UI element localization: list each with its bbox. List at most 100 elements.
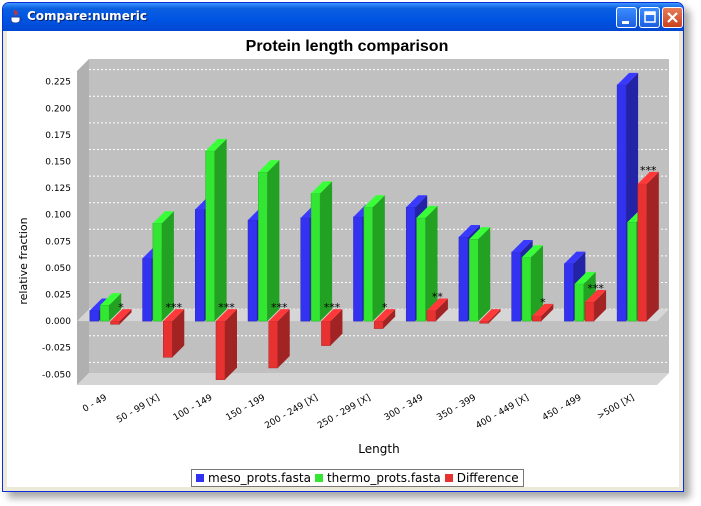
- close-button[interactable]: [662, 7, 683, 28]
- bar-side: [330, 309, 343, 346]
- bar-top: [110, 309, 132, 322]
- bar-side: [478, 227, 491, 322]
- significance-label: ***: [324, 301, 341, 314]
- bar-top: [363, 195, 385, 208]
- bar-top: [406, 195, 428, 208]
- x-tick-label: 0 - 49: [81, 393, 109, 415]
- bar-top: [585, 289, 607, 302]
- legend-label: Difference: [456, 471, 519, 485]
- bar-side: [541, 303, 554, 322]
- bar: [458, 236, 469, 322]
- bar-side: [277, 309, 290, 368]
- bar-side: [161, 211, 174, 322]
- legend-item-meso: meso_prots.fasta: [196, 471, 311, 485]
- bar: [300, 217, 310, 322]
- y-tick-label: 0.150: [45, 157, 71, 167]
- y-tick-label: -0.025: [42, 344, 71, 354]
- y-tick-label: 0.125: [45, 184, 71, 194]
- window-title: Compare:numeric: [27, 9, 147, 23]
- legend-label: thermo_prots.fasta: [326, 471, 441, 485]
- x-tick-label: 350 - 399: [435, 393, 478, 423]
- bar: [268, 320, 278, 369]
- plot-floor: [77, 373, 669, 385]
- y-tick-label: 0.075: [45, 237, 71, 247]
- x-tick-label: 150 - 199: [225, 393, 268, 423]
- x-tick-label: 200 - 249 [X]: [263, 393, 319, 431]
- bar-top: [205, 138, 227, 151]
- significance-label: ***: [587, 282, 604, 295]
- bar-top: [258, 160, 280, 173]
- bar: [373, 320, 384, 329]
- legend-swatch: [196, 474, 204, 482]
- legend-swatch: [444, 474, 453, 482]
- bar-top: [416, 205, 438, 218]
- bar-top: [532, 303, 554, 316]
- legend: meso_prots.fasta thermo_prots.fasta Diff…: [191, 469, 524, 487]
- x-tick-label: 250 - 299 [X]: [316, 393, 372, 431]
- bar: [637, 183, 648, 322]
- bar-side: [646, 171, 659, 322]
- legend-swatch: [314, 474, 323, 482]
- bar: [511, 251, 521, 322]
- bar: [152, 222, 163, 322]
- bar: [99, 304, 110, 322]
- bar-side: [383, 309, 396, 329]
- java-cup-icon: [10, 9, 23, 24]
- y-tick-label: 0.100: [45, 211, 71, 221]
- bar: [584, 301, 595, 322]
- bar: [353, 216, 363, 322]
- x-tick-label: 100 - 149: [172, 393, 215, 423]
- maximize-button[interactable]: [639, 7, 660, 28]
- significance-label: ***: [218, 301, 235, 314]
- bar-side: [320, 181, 333, 322]
- bar-top: [574, 271, 596, 284]
- bar-top: [374, 309, 396, 322]
- y-axis-label: relative fraction: [17, 217, 30, 304]
- bar-side: [425, 205, 438, 322]
- bar: [89, 310, 100, 322]
- bar: [616, 84, 627, 322]
- bar: [574, 283, 584, 322]
- bar-side: [435, 298, 448, 322]
- y-tick-label: 0.050: [45, 264, 71, 274]
- significance-label: *: [540, 296, 546, 309]
- bar-top: [152, 211, 174, 224]
- y-tick-label: 0.175: [45, 131, 71, 141]
- application-window: Compare:numeric Protein length compariso…: [2, 2, 684, 492]
- bar: [247, 219, 258, 322]
- significance-label: **: [432, 290, 444, 303]
- bar: [405, 206, 416, 322]
- significance-label: *: [118, 301, 124, 314]
- bar-side: [488, 309, 501, 324]
- bar: [321, 320, 331, 346]
- minimize-button[interactable]: [616, 7, 637, 28]
- x-tick-label: 50 - 99 [X]: [115, 393, 162, 426]
- bar-side: [531, 245, 544, 322]
- bar: [521, 257, 532, 322]
- bar-top: [564, 251, 586, 264]
- y-tick-label: 0.200: [45, 104, 71, 114]
- bar: [532, 315, 542, 322]
- legend-item-thermo: thermo_prots.fasta: [314, 471, 441, 485]
- bar: [627, 221, 637, 322]
- bar-top: [617, 72, 639, 85]
- legend-item-difference: Difference: [444, 471, 519, 485]
- bar-top: [163, 309, 185, 322]
- bar-side: [109, 293, 122, 322]
- significance-label: *: [382, 301, 388, 314]
- bar-top: [522, 245, 544, 258]
- bar-side: [594, 289, 607, 322]
- maximize-icon: [644, 11, 656, 23]
- bar-side: [214, 138, 227, 322]
- bar-top: [637, 171, 659, 184]
- significance-label: ***: [640, 164, 657, 177]
- bar: [258, 171, 268, 322]
- significance-label: ***: [166, 301, 183, 314]
- x-axis-label: Length: [358, 442, 399, 456]
- bar-side: [372, 195, 385, 322]
- bar-top: [426, 298, 448, 311]
- x-tick-label: 450 - 499: [541, 393, 584, 423]
- bar: [479, 320, 489, 324]
- x-tick-label: 400 - 449 [X]: [474, 393, 530, 431]
- title-bar[interactable]: Compare:numeric: [3, 3, 683, 31]
